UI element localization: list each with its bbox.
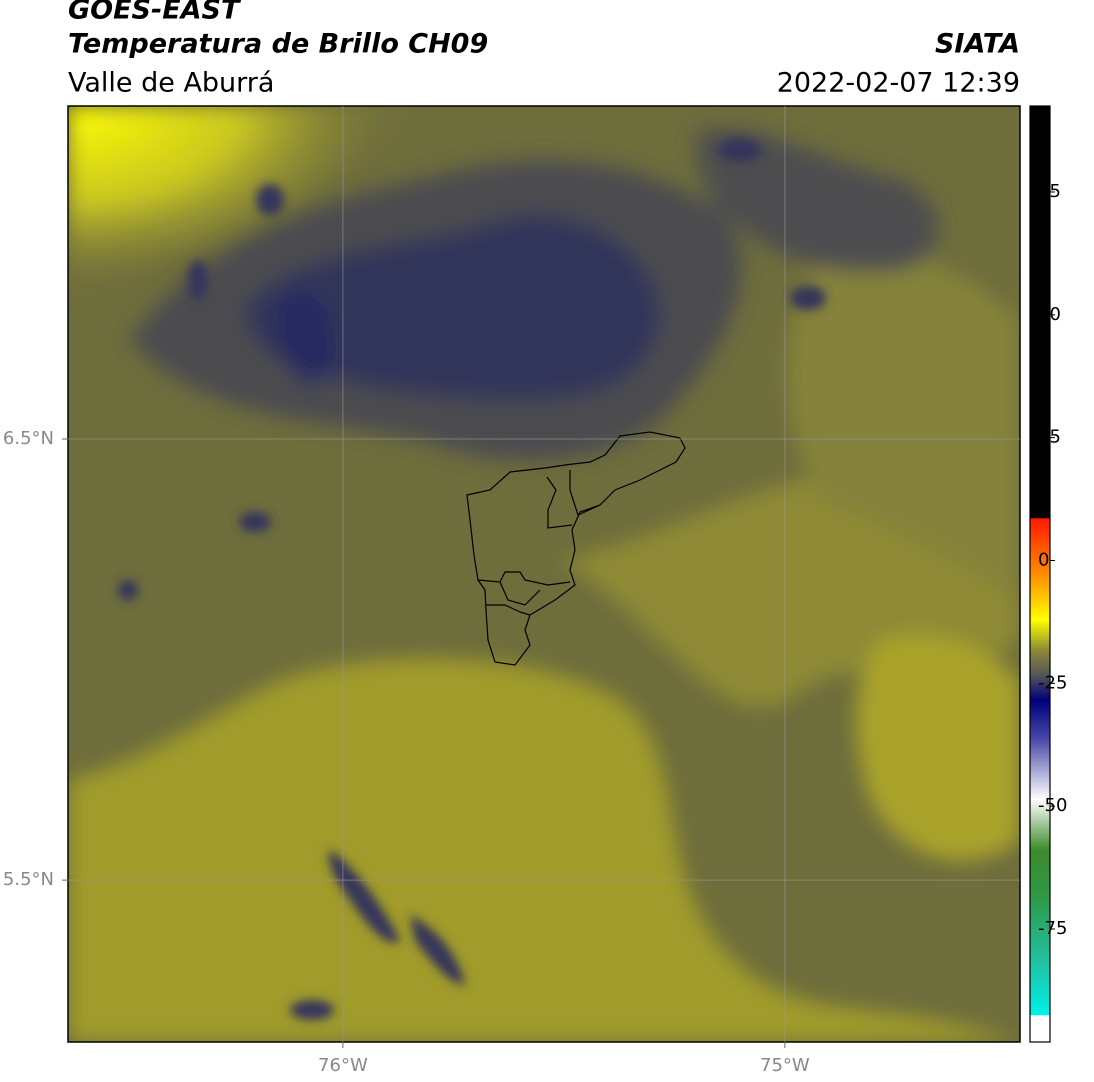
region: Valle de Aburrá <box>68 68 274 99</box>
map-frame <box>67 105 1021 1043</box>
aburra-boundary <box>466 431 686 666</box>
x-tick-label: 75°W <box>760 1055 810 1076</box>
satellite-image <box>68 106 1020 1042</box>
title: GOES-EAST <box>68 0 242 26</box>
colorbar-tick-label: -75 <box>1038 918 1067 939</box>
y-tick-label: 5.5°N <box>3 869 54 890</box>
colorbar-tick-label: 0 <box>1038 549 1049 570</box>
colorbar-tick-label: 50 <box>1038 304 1061 325</box>
colorbar-tick-label: -50 <box>1038 795 1067 816</box>
colorbar-tick-label: 25 <box>1038 427 1061 448</box>
source: SIATA <box>935 29 1020 60</box>
y-tick-label: 6.5°N <box>3 428 54 449</box>
colorbar-tick-label: -25 <box>1038 672 1067 693</box>
datetime: 2022-02-07 12:39 <box>777 68 1020 99</box>
subtitle: Temperatura de Brillo CH09 <box>68 29 488 60</box>
colorbar <box>1029 105 1051 1043</box>
x-tick-label: 76°W <box>318 1055 368 1076</box>
colorbar-tick-label: 75 <box>1038 181 1061 202</box>
